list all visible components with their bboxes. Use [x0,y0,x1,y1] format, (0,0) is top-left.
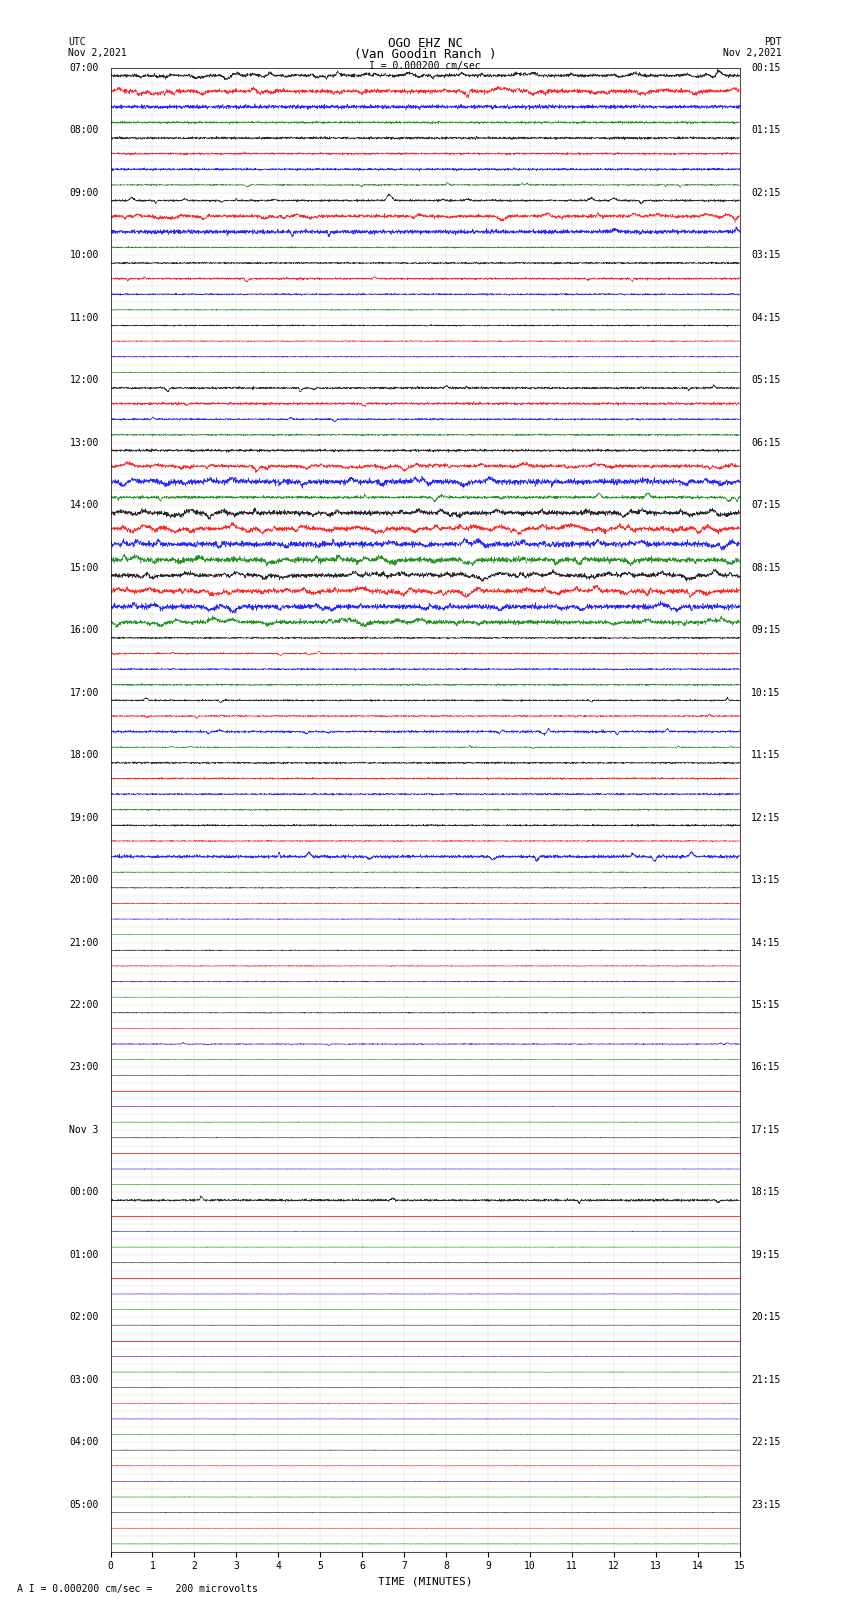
Text: 16:00: 16:00 [70,626,99,636]
Text: 00:00: 00:00 [70,1187,99,1197]
Text: 03:15: 03:15 [751,250,780,260]
Text: 15:15: 15:15 [751,1000,780,1010]
Text: 07:00: 07:00 [70,63,99,73]
Text: 11:00: 11:00 [70,313,99,323]
Text: 05:15: 05:15 [751,376,780,386]
Text: 01:15: 01:15 [751,126,780,135]
Text: 14:00: 14:00 [70,500,99,510]
Text: 12:15: 12:15 [751,813,780,823]
Text: Nov 2,2021: Nov 2,2021 [723,48,782,58]
Text: 04:15: 04:15 [751,313,780,323]
Text: 11:15: 11:15 [751,750,780,760]
Text: 05:00: 05:00 [70,1500,99,1510]
Text: 10:00: 10:00 [70,250,99,260]
Text: 22:00: 22:00 [70,1000,99,1010]
Text: 19:15: 19:15 [751,1250,780,1260]
Text: UTC: UTC [68,37,86,47]
Text: 21:00: 21:00 [70,937,99,947]
Text: OGO EHZ NC: OGO EHZ NC [388,37,462,50]
Text: PDT: PDT [764,37,782,47]
Text: 00:15: 00:15 [751,63,780,73]
Text: 02:15: 02:15 [751,187,780,198]
Text: 10:15: 10:15 [751,687,780,697]
Text: 06:15: 06:15 [751,437,780,448]
Text: 16:15: 16:15 [751,1063,780,1073]
Text: 08:15: 08:15 [751,563,780,573]
Text: 01:00: 01:00 [70,1250,99,1260]
Text: 04:00: 04:00 [70,1437,99,1447]
Text: 08:00: 08:00 [70,126,99,135]
Text: A I = 0.000200 cm/sec =    200 microvolts: A I = 0.000200 cm/sec = 200 microvolts [17,1584,258,1594]
Text: 19:00: 19:00 [70,813,99,823]
Text: 02:00: 02:00 [70,1313,99,1323]
Text: 03:00: 03:00 [70,1374,99,1386]
Text: 18:15: 18:15 [751,1187,780,1197]
Text: 20:15: 20:15 [751,1313,780,1323]
Text: 09:15: 09:15 [751,626,780,636]
X-axis label: TIME (MINUTES): TIME (MINUTES) [377,1578,473,1587]
Text: 15:00: 15:00 [70,563,99,573]
Text: 21:15: 21:15 [751,1374,780,1386]
Text: 09:00: 09:00 [70,187,99,198]
Text: Nov 2,2021: Nov 2,2021 [68,48,127,58]
Text: 12:00: 12:00 [70,376,99,386]
Text: 20:00: 20:00 [70,874,99,886]
Text: 07:15: 07:15 [751,500,780,510]
Text: 13:15: 13:15 [751,874,780,886]
Text: 18:00: 18:00 [70,750,99,760]
Text: 17:15: 17:15 [751,1124,780,1136]
Text: 13:00: 13:00 [70,437,99,448]
Text: I = 0.000200 cm/sec: I = 0.000200 cm/sec [369,61,481,71]
Text: Nov 3: Nov 3 [70,1124,99,1136]
Text: (Van Goodin Ranch ): (Van Goodin Ranch ) [354,48,496,61]
Text: 14:15: 14:15 [751,937,780,947]
Text: 22:15: 22:15 [751,1437,780,1447]
Text: 23:00: 23:00 [70,1063,99,1073]
Text: 23:15: 23:15 [751,1500,780,1510]
Text: 17:00: 17:00 [70,687,99,697]
